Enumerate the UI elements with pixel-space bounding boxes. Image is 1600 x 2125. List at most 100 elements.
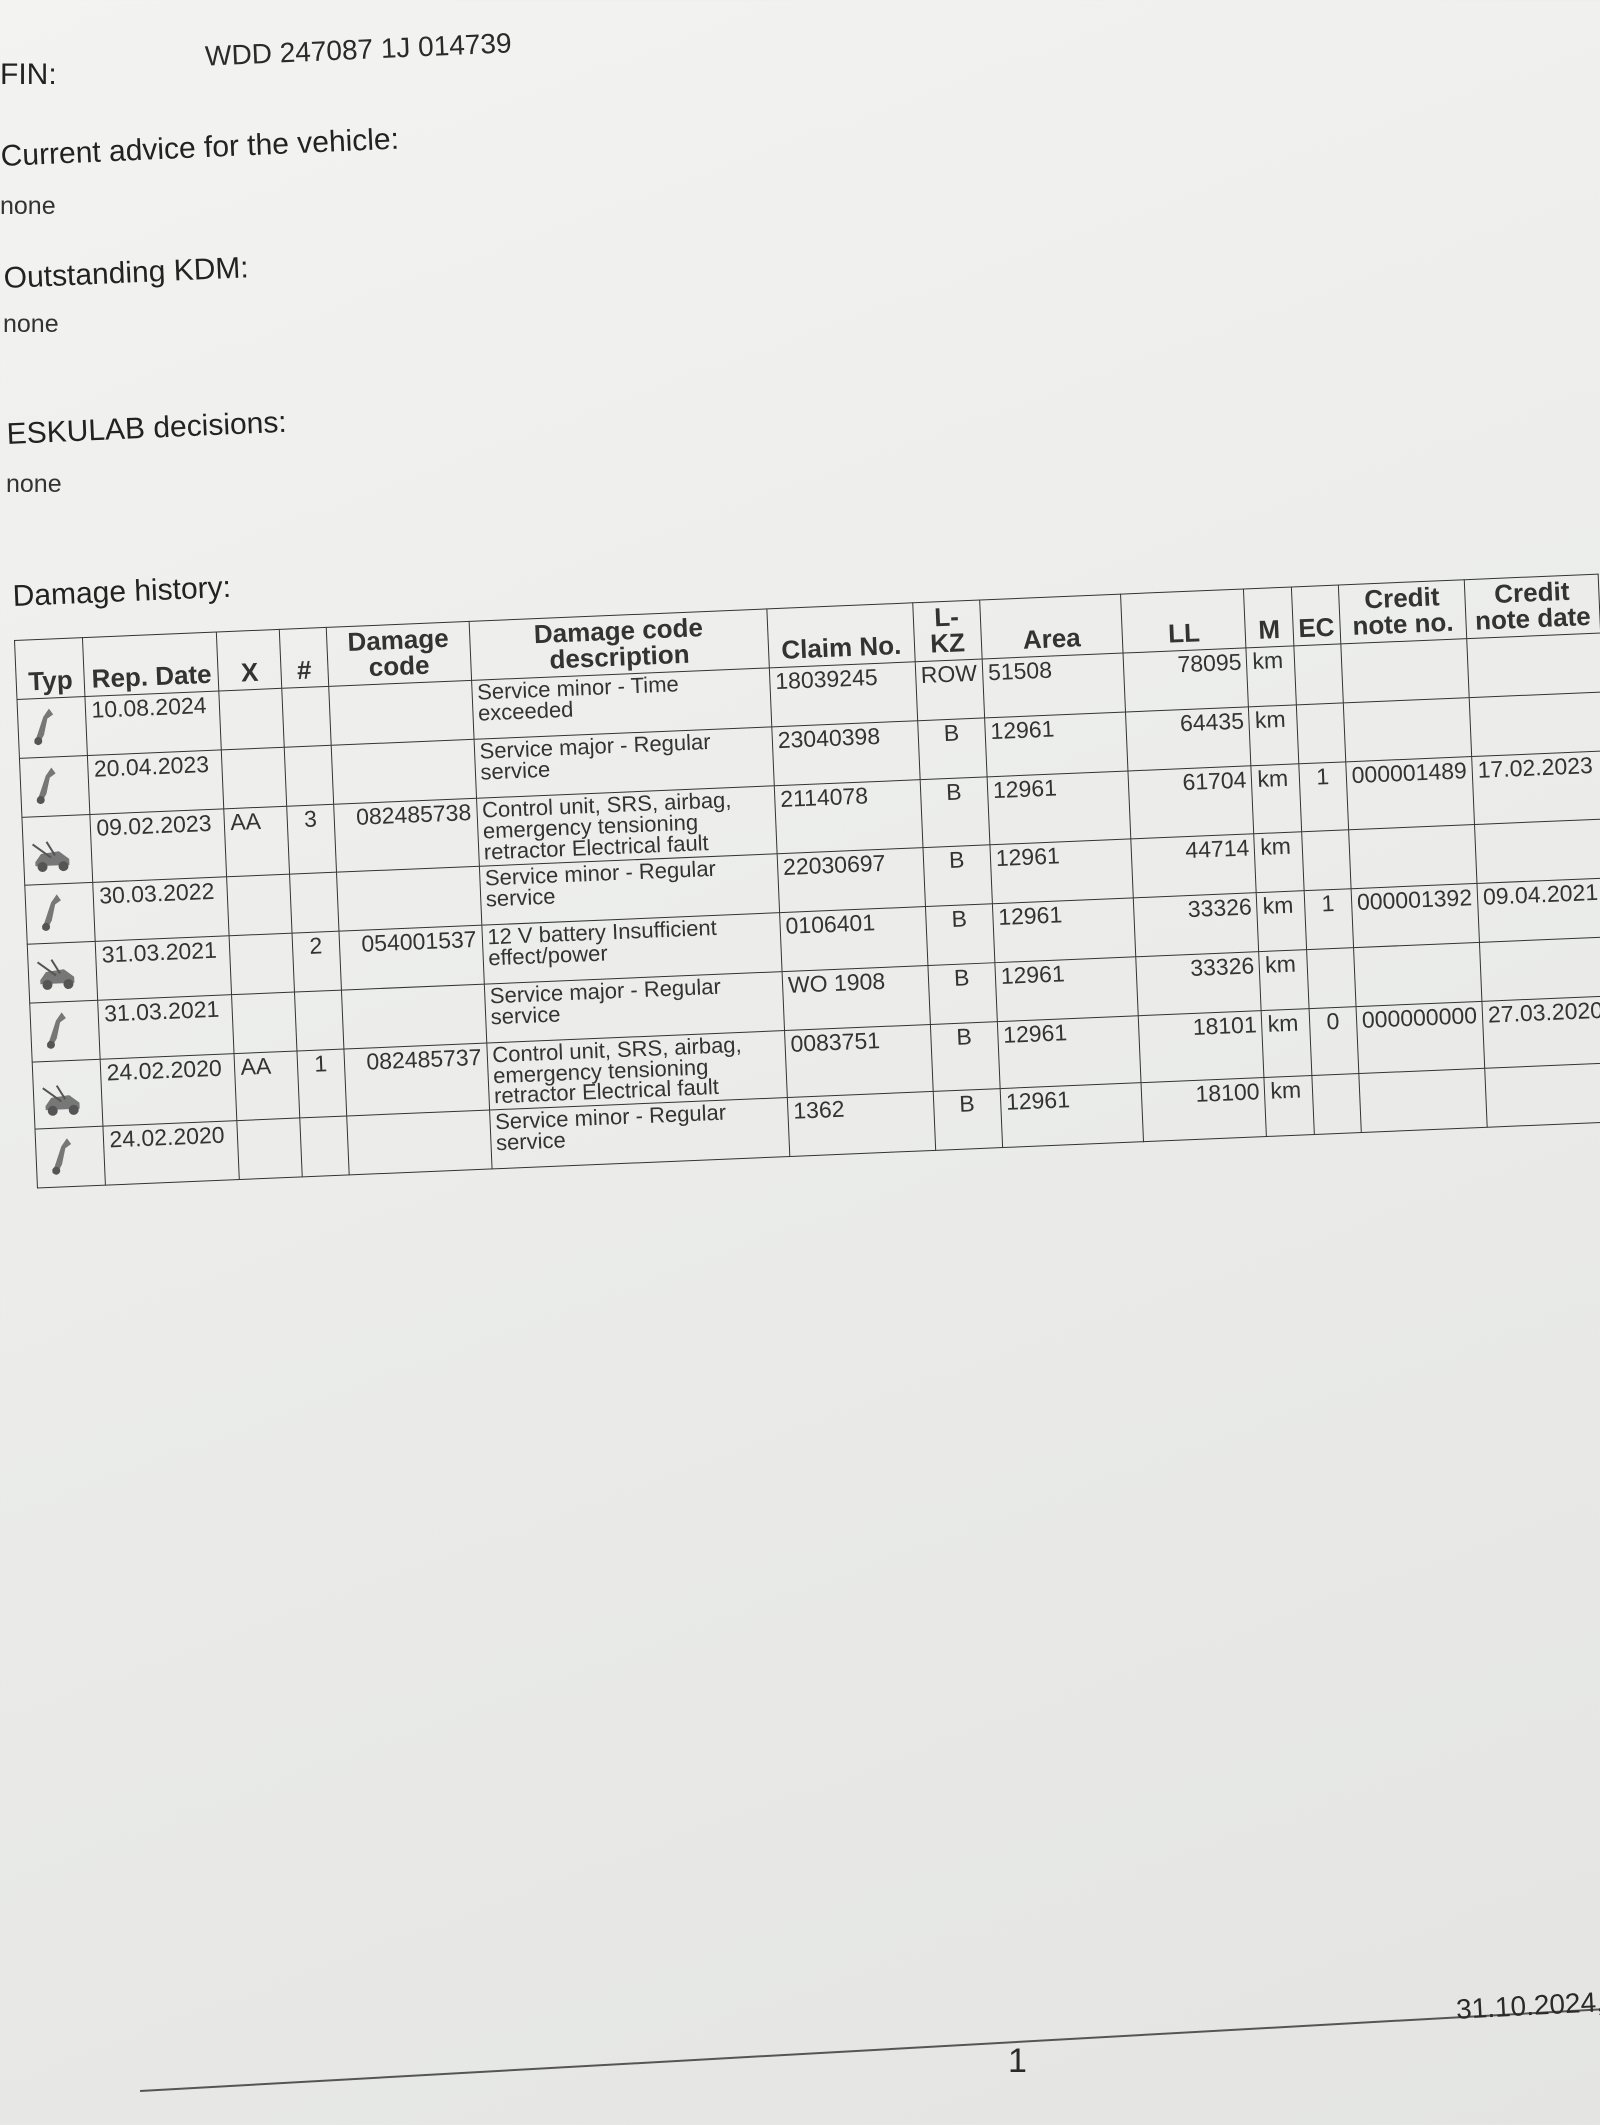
table-cell: 12961 (999, 1083, 1144, 1148)
footer-rule (140, 2005, 1600, 2092)
table-cell: B (922, 844, 993, 907)
table-cell: 1 (1303, 888, 1354, 950)
table-cell (328, 680, 474, 746)
table-cell: km (1254, 831, 1304, 893)
table-cell (1353, 942, 1482, 1007)
table-cell (330, 739, 477, 805)
table-cell: Control unit, SRS, airbag, emergency ten… (486, 1030, 788, 1111)
table-cell: B (927, 962, 998, 1025)
fin-value: WDD 247087 1J 014739 (204, 27, 513, 72)
column-header: Credit note no. (1338, 579, 1467, 644)
table-cell (1296, 702, 1346, 764)
table-cell: 51508 (981, 653, 1126, 718)
table-cell (1348, 824, 1477, 889)
table-cell (1466, 633, 1600, 698)
table-cell: 1362 (787, 1091, 936, 1157)
table-cell: B (925, 903, 995, 966)
table-cell: 31.03.2021 (98, 994, 235, 1059)
data-row: 20.04.2023 Service major - Regular servic… (19, 692, 1600, 818)
table-cell (283, 745, 334, 807)
table-cell: B (917, 717, 987, 780)
table-cell: 18101 (1138, 1010, 1265, 1084)
table-cell: 61704 (1127, 765, 1255, 839)
data-row: 24.02.2020 AA 1 082485737 Control unit, SRS,… (32, 995, 1600, 1130)
table-cell: km (1259, 949, 1309, 1011)
table-cell (1343, 697, 1472, 762)
table-cell: 0106401 (779, 906, 928, 972)
table-cell: B (919, 776, 990, 848)
table-cell (1293, 643, 1344, 705)
print-date: 31.10.2024, (1455, 1986, 1600, 2025)
column-header: X (216, 629, 282, 691)
table-cell: 12961 (992, 897, 1136, 963)
table-cell: km (1261, 1008, 1312, 1078)
table-cell: 082485737 (343, 1042, 490, 1117)
table-cell: 2 (291, 930, 342, 992)
data-row: 30.03.2022 Service minor - Regular servic… (24, 818, 1600, 944)
table-cell: 09.02.2023 (90, 808, 228, 883)
typ-cell (32, 1058, 104, 1130)
fin-label: FIN: (0, 58, 57, 91)
table-cell: 12961 (986, 770, 1131, 845)
table-cell: km (1246, 645, 1297, 707)
table-cell: 1 (1298, 761, 1349, 832)
table-cell: 000000000 (1355, 1001, 1485, 1074)
table-wrapper: Typ Rep. Date X # Damage code Damage code des… (14, 574, 1600, 1189)
typ-cell (21, 814, 94, 885)
column-header: Credit note date (1464, 574, 1600, 639)
page-number: 1 (1008, 2042, 1027, 2080)
damage-history-table: Typ Rep. Date X # Damage code Damage code des… (14, 574, 1600, 1189)
table-cell (1474, 818, 1600, 884)
column-header: Area (979, 594, 1123, 659)
table-cell: 1 (296, 1048, 347, 1119)
table-cell: 27.03.2020 (1481, 995, 1600, 1069)
table-cell (231, 991, 297, 1054)
section-heading: Outstanding KDM: (3, 251, 250, 295)
table-cell: 17.02.2023 (1471, 750, 1600, 825)
damage-icon (36, 958, 75, 990)
table-cell: 09.04.2021 (1476, 877, 1600, 943)
table-cell (219, 688, 284, 750)
table-cell: B (929, 1021, 1000, 1092)
table-cell: 23040398 (771, 720, 920, 786)
table-cell: ROW (914, 658, 985, 721)
table-cell (1301, 829, 1351, 891)
section-heading: ESKULAB decisions: (6, 405, 288, 451)
table-cell: 22030697 (777, 847, 926, 913)
table-cell: 3 (286, 804, 337, 874)
table-cell: 18039245 (769, 661, 918, 727)
table-cell: 44714 (1130, 833, 1257, 898)
table-cell: AA (224, 806, 290, 877)
typ-cell (16, 696, 88, 759)
table-cell: km (1264, 1075, 1315, 1137)
data-row: 31.03.2021 Service major - Regular servic… (29, 936, 1600, 1062)
service-icon (52, 1138, 72, 1176)
table-cell: AA (234, 1050, 300, 1121)
table-cell (346, 1110, 492, 1176)
table-cell: 18100 (1140, 1077, 1267, 1142)
table-cell: 12961 (997, 1015, 1141, 1089)
data-row: 24.02.2020 Service minor - Regular servic… (35, 1063, 1600, 1189)
table-cell: 000001392 (1350, 883, 1480, 948)
typ-cell (29, 999, 101, 1062)
column-header: Rep. Date (82, 632, 220, 697)
table-cell: 12961 (989, 838, 1134, 904)
section-text: none (0, 192, 56, 220)
data-row: 09.02.2023 AA 3 082485738 Control unit, SRS,… (21, 750, 1600, 885)
table-cell (1479, 936, 1600, 1002)
table-cell: 24.02.2020 (100, 1053, 238, 1127)
damage-icon (31, 840, 70, 872)
table-cell (1340, 638, 1470, 703)
table-cell: 10.08.2024 (85, 690, 222, 756)
table-cell: km (1251, 763, 1302, 834)
damage-history-title: Damage history: (12, 570, 232, 613)
section-text: none (3, 310, 59, 338)
table-cell (227, 873, 292, 936)
table-cell (237, 1118, 302, 1180)
table-cell: Service minor - Regular service (489, 1097, 790, 1170)
service-icon (34, 708, 54, 746)
typ-cell (19, 755, 91, 818)
section-heading: Current advice for the vehicle: (0, 122, 400, 173)
table-cell: 78095 (1122, 647, 1249, 713)
column-header: Typ (14, 637, 86, 700)
